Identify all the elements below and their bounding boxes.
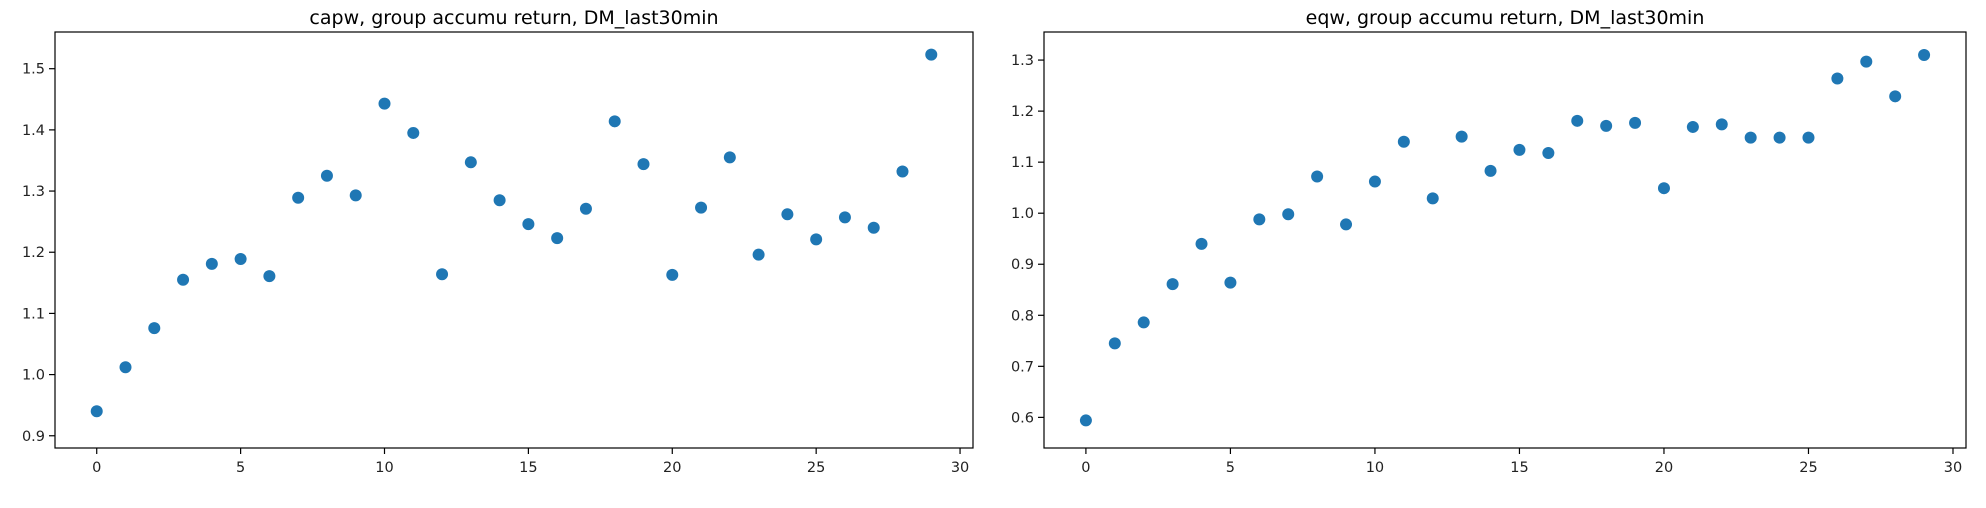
y-tick-label: 0.8 [1011, 308, 1034, 324]
data-point [234, 252, 247, 265]
y-tick-label: 1.5 [22, 62, 45, 78]
data-point [1166, 278, 1179, 291]
data-point [1137, 316, 1150, 329]
x-tick-label: 10 [375, 460, 393, 476]
data-point [90, 405, 103, 418]
data-point [1484, 164, 1497, 177]
data-point [320, 169, 333, 182]
data-point [1600, 119, 1613, 132]
y-tick-label: 0.6 [1011, 410, 1034, 426]
data-point [551, 232, 564, 245]
chart-title: capw, group accumu return, DM_last30min [309, 7, 718, 29]
x-tick-label: 10 [1366, 460, 1384, 476]
data-point [1715, 118, 1728, 131]
y-tick-label: 1.0 [22, 368, 45, 384]
data-point [1253, 213, 1266, 226]
data-point [493, 194, 506, 207]
y-tick-label: 1.2 [22, 245, 45, 261]
data-point [1397, 135, 1410, 148]
data-point [666, 268, 679, 281]
x-tick-label: 15 [1510, 460, 1528, 476]
data-point [522, 218, 535, 231]
data-point [867, 221, 880, 234]
x-tick-label: 0 [1081, 460, 1090, 476]
data-point [1542, 146, 1555, 159]
y-tick-label: 1.3 [22, 184, 45, 200]
data-point [1195, 237, 1208, 250]
data-point [1340, 218, 1353, 231]
data-point [1744, 131, 1757, 144]
data-point [1860, 55, 1873, 68]
data-point [1918, 48, 1931, 61]
data-point [781, 208, 794, 221]
x-tick-label: 0 [92, 460, 101, 476]
data-point [1889, 90, 1902, 103]
data-point [464, 156, 477, 169]
data-point [1802, 131, 1815, 144]
data-point [1831, 72, 1844, 85]
data-point [579, 202, 592, 215]
axes-frame [1043, 31, 1967, 449]
data-point [436, 268, 449, 281]
data-point [148, 322, 161, 335]
data-point [838, 211, 851, 224]
y-tick-label: 1.1 [1011, 155, 1034, 171]
x-tick-label: 25 [807, 460, 825, 476]
y-tick-label: 0.9 [1011, 257, 1034, 273]
data-point [925, 48, 938, 61]
scatter-panel-2: eqw, group accumu return, DM_last30min 0 5… [1011, 7, 1967, 476]
scatter-panel-1: capw, group accumu return, DM_last30min 0… [22, 7, 974, 476]
data-point [177, 273, 190, 286]
x-tick-label: 25 [1799, 460, 1817, 476]
data-point [752, 248, 765, 261]
data-point [1773, 131, 1786, 144]
data-point [263, 270, 276, 283]
data-point [1108, 337, 1121, 350]
data-point [1686, 120, 1699, 133]
data-point [723, 151, 736, 164]
chart-title: eqw, group accumu return, DM_last30min [1306, 7, 1705, 29]
data-point [1571, 114, 1584, 127]
y-tick-label: 1.2 [1011, 104, 1034, 120]
data-point [695, 201, 708, 214]
data-point [292, 191, 305, 204]
data-point [1368, 175, 1381, 188]
data-point [378, 97, 391, 110]
x-tick-label: 30 [951, 460, 969, 476]
x-tick-label: 30 [1944, 460, 1962, 476]
data-point [1426, 192, 1439, 205]
data-point [407, 126, 420, 139]
data-point [1224, 276, 1237, 289]
y-tick-label: 1.4 [22, 123, 45, 139]
y-tick-label: 1.0 [1011, 206, 1034, 222]
data-point [1629, 116, 1642, 129]
y-tick-label: 1.3 [1011, 53, 1034, 69]
data-point [1282, 208, 1295, 221]
x-tick-label: 15 [519, 460, 537, 476]
data-point [896, 165, 909, 178]
data-point [637, 158, 650, 171]
data-point [1455, 130, 1468, 143]
data-point [349, 189, 362, 202]
data-point [1513, 143, 1526, 156]
data-point [1311, 170, 1324, 183]
data-point [1657, 182, 1670, 195]
y-tick-label: 0.7 [1011, 359, 1034, 375]
data-point [119, 361, 132, 374]
axes-frame [54, 31, 974, 449]
x-tick-label: 5 [236, 460, 245, 476]
data-point [1079, 414, 1092, 427]
data-point [608, 115, 621, 128]
data-point [205, 257, 218, 270]
y-tick-label: 1.1 [22, 306, 45, 322]
x-tick-label: 20 [663, 460, 681, 476]
data-point [810, 233, 823, 246]
x-tick-label: 5 [1226, 460, 1235, 476]
x-tick-label: 20 [1655, 460, 1673, 476]
y-tick-label: 0.9 [22, 429, 45, 445]
